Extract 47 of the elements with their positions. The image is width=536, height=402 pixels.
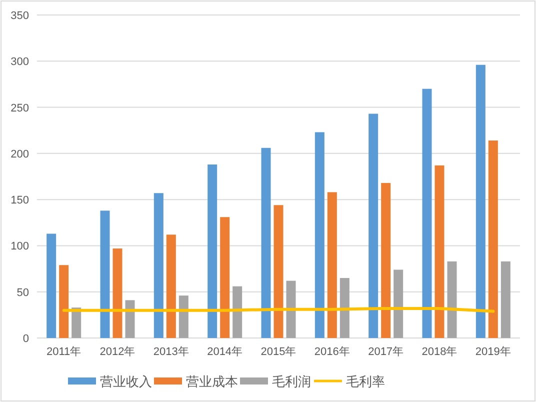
- x-tick-label: 2011年: [46, 346, 82, 358]
- bar: [125, 300, 135, 338]
- bar: [340, 278, 350, 338]
- bar: [314, 132, 324, 338]
- y-tick-label: 250: [10, 102, 29, 114]
- bar: [500, 261, 510, 338]
- y-tick-label: 100: [10, 240, 29, 253]
- legend-label: 营业收入: [100, 374, 152, 389]
- y-tick-label: 200: [10, 148, 29, 160]
- bar: [220, 217, 230, 338]
- bar: [381, 182, 391, 338]
- legend-label: 毛利率: [346, 374, 385, 389]
- legend-label: 毛利润: [272, 374, 311, 389]
- bar: [488, 140, 498, 338]
- x-tick-label: 2018年: [422, 346, 458, 358]
- bar: [434, 165, 444, 338]
- bar: [394, 270, 404, 338]
- bar: [154, 193, 164, 338]
- bar: [166, 234, 176, 338]
- bar: [286, 280, 296, 338]
- x-tick-label: 2017年: [368, 346, 404, 358]
- x-tick-label: 2012年: [100, 346, 136, 358]
- x-tick-label: 2015年: [260, 346, 296, 358]
- bar: [261, 148, 271, 338]
- x-tick-label: 2016年: [314, 346, 350, 358]
- y-tick-label: 150: [10, 194, 29, 207]
- bar: [208, 164, 218, 338]
- bar: [46, 234, 56, 338]
- bar: [274, 205, 284, 338]
- y-tick-label: 300: [10, 56, 29, 68]
- bar: [59, 265, 69, 338]
- y-tick-label: 350: [10, 10, 29, 22]
- bar: [327, 192, 337, 338]
- bar: [368, 114, 378, 338]
- bar: [476, 64, 486, 338]
- x-tick-label: 2013年: [153, 346, 189, 358]
- x-tick-label: 2014年: [207, 346, 243, 358]
- bar: [447, 261, 457, 338]
- bar: [178, 296, 188, 338]
- y-tick-label: 50: [16, 286, 29, 299]
- bar: [232, 286, 242, 338]
- legend-label: 营业成本: [186, 374, 238, 389]
- bar: [100, 210, 110, 338]
- y-tick-label: 0: [22, 333, 29, 345]
- bar: [422, 88, 432, 338]
- x-tick-label: 2019年: [475, 346, 511, 358]
- bar: [112, 248, 122, 338]
